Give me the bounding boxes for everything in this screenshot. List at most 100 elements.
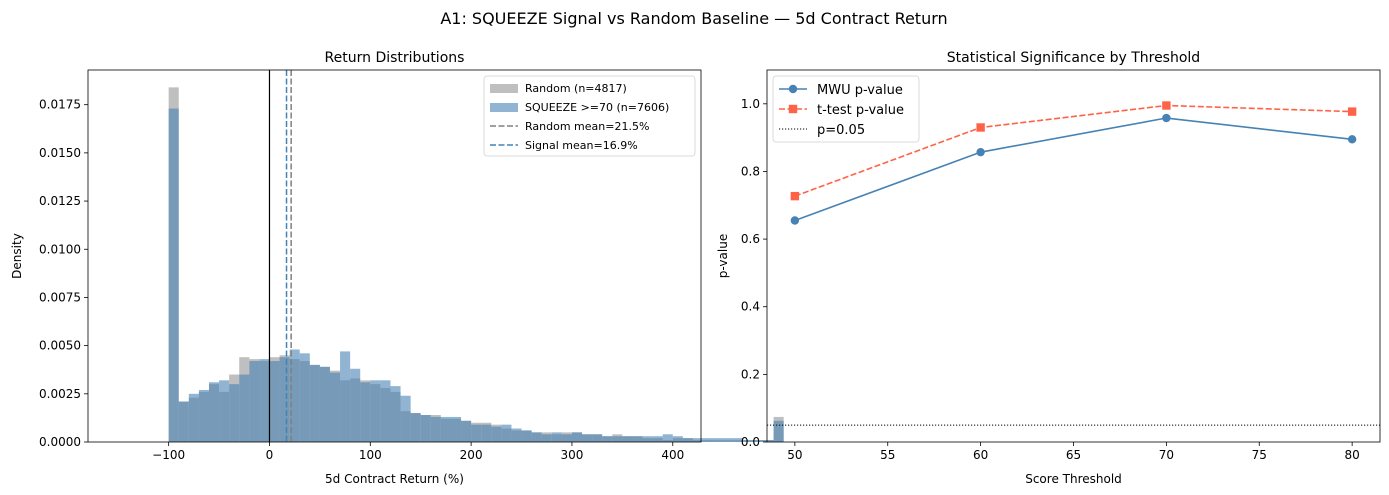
y-tick-label: 0.0175 bbox=[39, 98, 81, 112]
signal-histogram-bar bbox=[390, 386, 401, 442]
y-tick-label: 0.2 bbox=[741, 367, 760, 381]
signal-histogram-bar bbox=[279, 357, 290, 442]
signal-histogram-bar bbox=[773, 420, 784, 442]
signal-histogram-bar bbox=[571, 432, 583, 442]
return-distributions-chart: −100 0 100 200 300 400 0.0000 0.0025 0.0050 0.007… bbox=[10, 50, 784, 486]
signal-histogram-bar bbox=[440, 416, 451, 442]
y-tick-label: 0.0050 bbox=[39, 339, 81, 353]
signal-histogram-bar bbox=[481, 424, 492, 442]
signal-histogram-bar bbox=[592, 434, 603, 442]
y-tick-label: 0.0150 bbox=[39, 146, 81, 160]
signal-histogram-bar bbox=[763, 440, 774, 442]
y-tick-label: 0.0 bbox=[741, 435, 760, 449]
signal-histogram-bar bbox=[219, 380, 230, 442]
x-tick-label: 75 bbox=[1252, 448, 1267, 462]
signal-histogram-bar bbox=[672, 436, 683, 442]
signal-histogram-bar bbox=[208, 382, 220, 442]
signal-histogram-bar bbox=[168, 108, 179, 442]
mwu-point bbox=[1162, 113, 1171, 123]
legend-box bbox=[772, 75, 920, 143]
signal-histogram-bar bbox=[531, 432, 542, 442]
histogram-xlabel: 5d Contract Return (%) bbox=[325, 472, 464, 486]
signal-histogram-bar bbox=[582, 434, 593, 442]
signal-histogram-bar bbox=[733, 438, 744, 442]
signal-histogram-bar bbox=[360, 382, 371, 442]
signal-histogram-bar bbox=[239, 374, 250, 442]
signal-mean-legend-label: Signal mean=16.9% bbox=[525, 139, 638, 152]
histogram-ticks: −100 0 100 200 300 400 0.0000 0.0025 0.0050 0.007… bbox=[39, 98, 684, 462]
y-tick-label: 0.0025 bbox=[39, 387, 81, 401]
x-tick-label: 70 bbox=[1159, 448, 1174, 462]
x-tick-label: 100 bbox=[359, 448, 382, 462]
signal-histogram-bar bbox=[430, 416, 441, 442]
mwu-point bbox=[976, 147, 985, 157]
signal-histogram-bar bbox=[723, 438, 734, 442]
line-plot-area bbox=[767, 101, 1380, 426]
line-chart-frame bbox=[766, 69, 1381, 443]
x-tick-label: 400 bbox=[661, 448, 684, 462]
mwu-point bbox=[790, 216, 800, 225]
x-tick-label: 200 bbox=[460, 448, 483, 462]
line-chart-ticks: 50 55 60 65 70 75 80 0.0 0.2 0.4 0.6 0.8 1.0 bbox=[741, 97, 1360, 462]
signal-histogram-bar bbox=[662, 434, 673, 442]
mwu-legend-marker bbox=[788, 84, 798, 94]
x-tick-label: 80 bbox=[1344, 448, 1359, 462]
signal-histogram-bar bbox=[682, 438, 693, 442]
figure-suptitle: A1: SQUEEZE Signal vs Random Baseline — … bbox=[440, 9, 947, 28]
ttest-point bbox=[790, 191, 800, 201]
signal-histogram-bar bbox=[561, 434, 572, 442]
signal-histogram-bar bbox=[380, 380, 391, 442]
signal-histogram-bar bbox=[319, 366, 330, 442]
y-tick-label: 0.4 bbox=[741, 300, 760, 314]
signal-histogram-bar bbox=[400, 395, 411, 442]
signal-histogram-bar bbox=[602, 436, 613, 442]
signal-histogram-bar bbox=[259, 359, 270, 442]
signal-histogram-bar bbox=[743, 440, 754, 442]
x-tick-label: 65 bbox=[1066, 448, 1081, 462]
signal-histogram-bar bbox=[289, 349, 300, 442]
histogram-title: Return Distributions bbox=[325, 50, 465, 66]
signal-histogram-bar bbox=[420, 415, 431, 442]
signal-histogram-bar bbox=[471, 424, 482, 442]
histogram-plot-area bbox=[168, 70, 784, 442]
signal-histogram-bar bbox=[229, 384, 240, 442]
signal-histogram-bar bbox=[198, 389, 209, 442]
signal-histogram-bar bbox=[551, 432, 562, 442]
y-tick-label: 0.6 bbox=[741, 232, 760, 246]
y-tick-label: 0.0000 bbox=[39, 435, 81, 449]
x-tick-label: 0 bbox=[266, 448, 274, 462]
line-chart-legend: MWU p-value t-test p-value p=0.05 bbox=[772, 75, 920, 143]
signal-legend-swatch bbox=[490, 103, 518, 112]
signal-histogram-bar bbox=[642, 436, 653, 442]
x-tick-label: −100 bbox=[152, 448, 185, 462]
mwu-series-line bbox=[794, 117, 1353, 222]
signal-histogram-bar bbox=[753, 440, 764, 442]
ttest-legend-label: t-test p-value bbox=[817, 103, 904, 118]
ttest-point bbox=[1347, 107, 1357, 116]
ttest-point bbox=[976, 123, 985, 132]
signal-histogram-bar bbox=[491, 426, 502, 442]
signal-histogram-bar bbox=[340, 351, 351, 442]
signal-histogram-bar bbox=[521, 430, 532, 442]
mwu-legend-label: MWU p-value bbox=[817, 83, 903, 98]
signal-histogram-bar bbox=[652, 436, 663, 442]
signal-histogram-bar bbox=[410, 413, 421, 442]
random-mean-legend-label: Random mean=21.5% bbox=[525, 120, 649, 133]
signal-histogram-bar bbox=[269, 361, 280, 442]
signal-histogram-bar bbox=[501, 424, 512, 442]
signal-histogram-bar bbox=[511, 428, 522, 442]
y-tick-label: 0.0075 bbox=[39, 290, 81, 304]
signal-histogram-bar bbox=[461, 420, 472, 442]
x-tick-label: 60 bbox=[973, 448, 988, 462]
histogram-legend: Random (n=4817) SQUEEZE >=70 (n=7606) Rand… bbox=[483, 75, 696, 157]
signal-histogram-bar bbox=[713, 438, 724, 442]
signal-histogram-bar bbox=[188, 393, 199, 442]
y-tick-label: 0.0125 bbox=[39, 194, 81, 208]
x-tick-label: 55 bbox=[880, 448, 895, 462]
signal-histogram-bar bbox=[622, 436, 633, 442]
signal-histogram-bar bbox=[541, 434, 552, 442]
histogram-frame bbox=[87, 69, 702, 443]
histogram-ylabel: Density bbox=[10, 233, 24, 279]
ttest-point bbox=[1162, 101, 1171, 110]
signal-histogram-bar bbox=[249, 361, 260, 442]
